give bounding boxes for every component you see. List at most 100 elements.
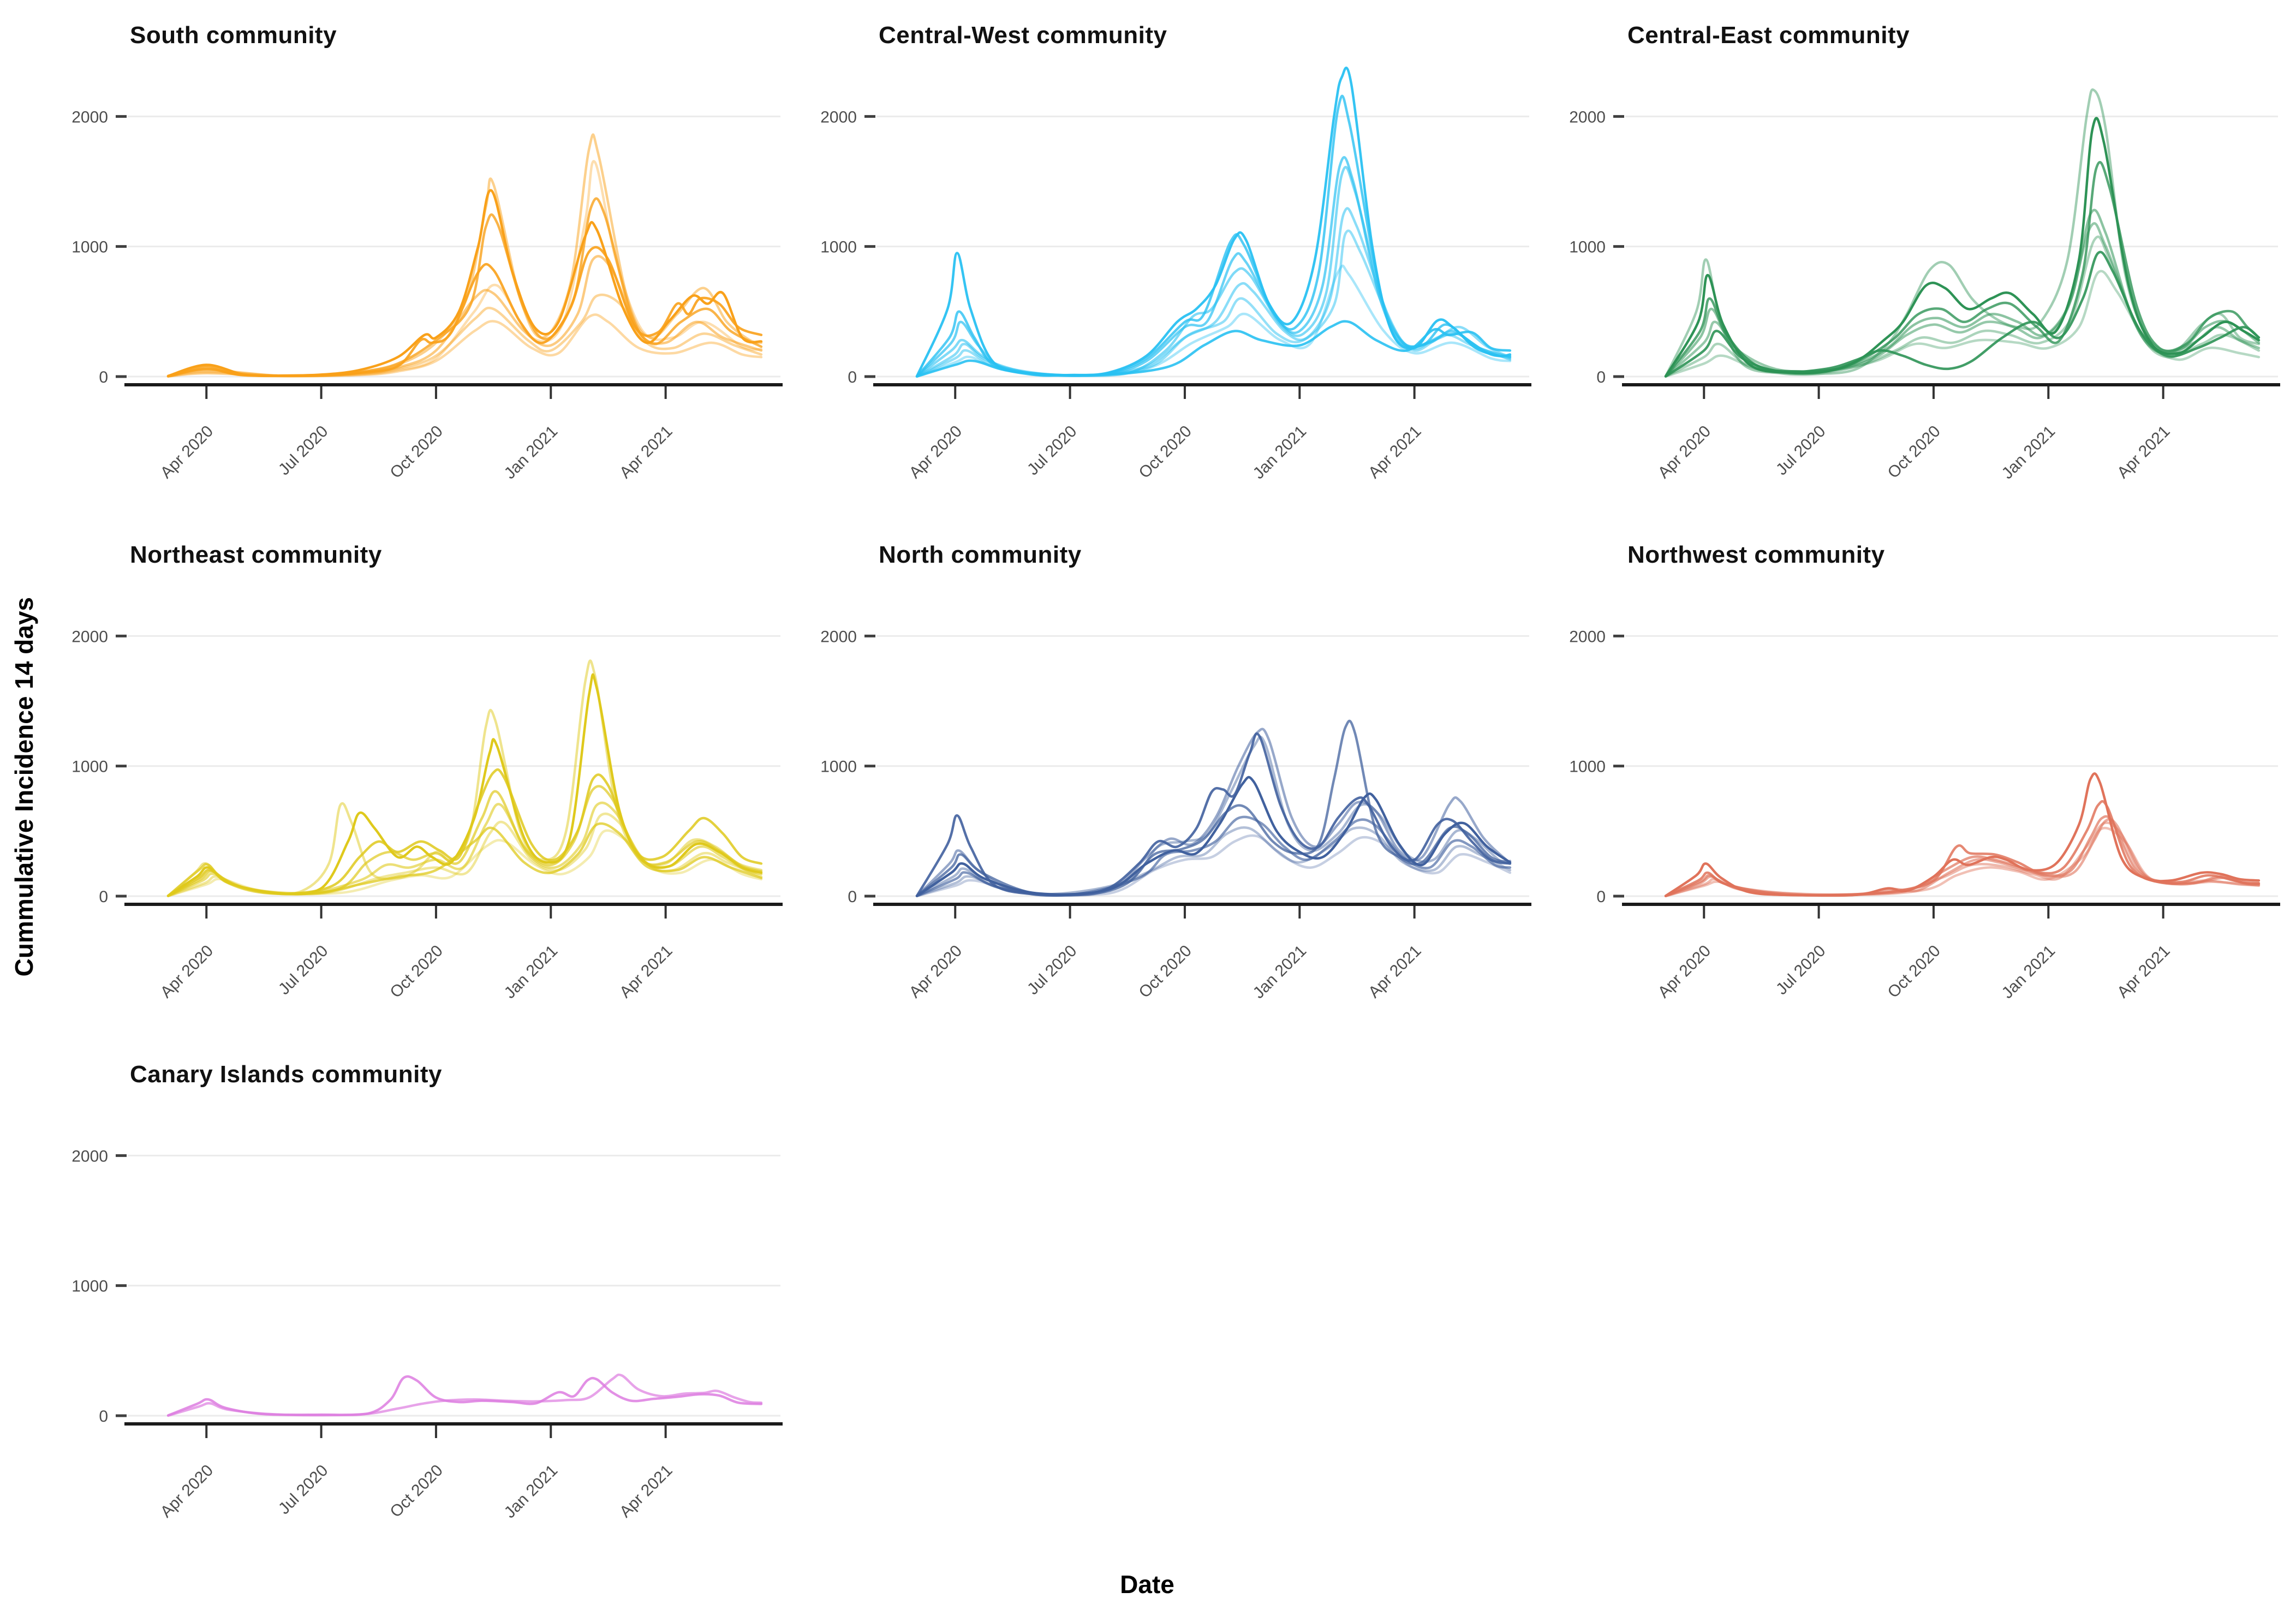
series-line [1664, 222, 2261, 378]
x-tick-label: Jan 2021 [501, 942, 562, 1003]
y-tick-label: 1000 [820, 238, 857, 257]
panel-plot-north: 0 1000 2000 Apr 2020 Jul 2020 Oct 2020 Jan 202… [820, 628, 1531, 1003]
series-line [1664, 235, 2261, 378]
y-tick-label: 0 [848, 888, 857, 906]
x-tick-label: Oct 2020 [386, 942, 446, 1001]
x-tick-label: Jan 2021 [1999, 422, 2059, 483]
x-tick-label: Oct 2020 [386, 1462, 446, 1521]
x-tick-label: Apr 2020 [157, 422, 217, 482]
series-line [915, 166, 1512, 378]
y-tick-label: 0 [99, 368, 108, 386]
series-line [915, 776, 1512, 897]
x-tick-label: Apr 2021 [2114, 942, 2173, 1001]
x-tick-label: Apr 2021 [2114, 422, 2173, 482]
panel-title: Central-West community [879, 22, 1167, 49]
x-axis-title-area: Date [0, 1566, 2294, 1619]
y-tick-label: 1000 [1569, 238, 1606, 257]
x-tick-label: Jul 2020 [275, 1462, 332, 1518]
y-tick-label: 2000 [1569, 628, 1606, 646]
x-tick-label: Jan 2021 [501, 1462, 562, 1522]
panel-plot-south: 0 1000 2000 Apr 2020 Jul 2020 Oct 2020 Jan 202… [71, 108, 783, 483]
series-line [915, 229, 1512, 378]
series-line [915, 815, 1512, 898]
panel-title: Northeast community [130, 541, 382, 568]
x-tick-label: Jan 2021 [1250, 422, 1310, 483]
series-line [1664, 208, 2261, 378]
x-tick-label: Apr 2021 [616, 1462, 676, 1521]
series-line [1664, 251, 2261, 378]
panel-canary-islands-community: Canary Islands community 0 1000 2000 Apr 20… [48, 1047, 797, 1566]
series-line [166, 197, 763, 378]
series-line [915, 67, 1512, 378]
x-tick-label: Apr 2020 [906, 942, 965, 1001]
x-tick-label: Apr 2021 [1365, 942, 1424, 1001]
series-line [166, 293, 763, 378]
series-line [1664, 270, 2261, 378]
series-line [915, 834, 1512, 898]
panel-northwest-community: Northwest community 0 1000 2000 Apr 2020 Jul… [1546, 527, 2294, 1047]
x-tick-label: Jul 2020 [1024, 422, 1081, 479]
x-axis-title: Date [1120, 1570, 1174, 1599]
x-tick-label: Apr 2021 [616, 942, 676, 1001]
panel-north-community: North community 0 1000 2000 Apr 2020 Jul 202… [797, 527, 1546, 1047]
panel-plot-canary-islands: 0 1000 2000 Apr 2020 Jul 2020 Oct 2020 Jan 202… [71, 1147, 783, 1522]
x-tick-label: Jul 2020 [1773, 942, 1829, 999]
x-tick-label: Jan 2021 [501, 422, 562, 483]
x-tick-label: Jan 2021 [1999, 942, 2059, 1003]
x-tick-label: Jul 2020 [275, 942, 332, 999]
y-tick-label: 0 [1596, 368, 1606, 386]
panel-central-east-community: Central-East community 0 1000 2000 Apr 2020… [1546, 8, 2294, 527]
panel-south-community: South community 0 1000 2000 Apr 2020 Jul 202… [48, 8, 797, 527]
x-tick-label: Oct 2020 [1135, 422, 1195, 482]
panel-title: Central-East community [1627, 22, 1910, 49]
series-line [166, 659, 763, 897]
y-tick-label: 1000 [820, 758, 857, 776]
y-axis-title-area: Cummulative Incidence 14 days [0, 8, 48, 1566]
x-tick-label: Jul 2020 [275, 422, 332, 479]
panel-northeast-community: Northeast community 0 1000 2000 Apr 2020 Jul… [48, 527, 797, 1047]
x-tick-label: Apr 2020 [1655, 422, 1714, 482]
x-tick-label: Apr 2020 [157, 942, 217, 1001]
series-line [1664, 800, 2261, 897]
x-tick-label: Apr 2021 [1365, 422, 1424, 482]
panel-title: Northwest community [1627, 541, 1885, 568]
y-tick-label: 1000 [1569, 758, 1606, 776]
series-line [915, 264, 1512, 378]
x-tick-label: Oct 2020 [1135, 942, 1195, 1001]
panel-title: North community [879, 541, 1082, 568]
x-tick-label: Oct 2020 [1884, 942, 1943, 1001]
series-line [915, 320, 1512, 378]
series-line [915, 826, 1512, 898]
panel-plot-central-east: 0 1000 2000 Apr 2020 Jul 2020 Oct 2020 Jan 202… [1569, 88, 2280, 483]
series-line [166, 255, 763, 378]
panel-title: Canary Islands community [130, 1061, 442, 1088]
y-tick-label: 2000 [820, 628, 857, 646]
y-tick-label: 2000 [1569, 108, 1606, 126]
y-tick-label: 0 [99, 888, 108, 906]
panel-title: South community [130, 22, 337, 49]
x-tick-label: Jan 2021 [1250, 942, 1310, 1003]
y-tick-label: 2000 [71, 108, 108, 126]
y-tick-label: 2000 [71, 628, 108, 646]
panel-central-west-community: Central-West community 0 1000 2000 Apr 2020… [797, 8, 1546, 527]
y-tick-label: 1000 [71, 1278, 108, 1296]
x-tick-label: Oct 2020 [386, 422, 446, 482]
panel-plot-northeast: 0 1000 2000 Apr 2020 Jul 2020 Oct 2020 Jan 202… [71, 628, 783, 1003]
y-tick-label: 2000 [820, 108, 857, 126]
panel-plot-central-west: 0 1000 2000 Apr 2020 Jul 2020 Oct 2020 Jan 202… [820, 67, 1531, 483]
series-line [166, 768, 763, 897]
series-line [1664, 772, 2261, 897]
y-tick-label: 0 [1596, 888, 1606, 906]
series-line [166, 160, 763, 378]
x-tick-label: Apr 2020 [1655, 942, 1714, 1001]
series-line [1664, 821, 2261, 898]
y-axis-title: Cummulative Incidence 14 days [10, 597, 38, 977]
x-tick-label: Apr 2020 [906, 422, 965, 482]
y-tick-label: 0 [848, 368, 857, 386]
y-tick-label: 1000 [71, 238, 108, 257]
x-tick-label: Jul 2020 [1024, 942, 1081, 999]
panel-plot-northwest: 0 1000 2000 Apr 2020 Jul 2020 Oct 2020 Jan 202… [1569, 628, 2280, 1003]
series-line [1664, 826, 2261, 898]
x-tick-label: Apr 2020 [157, 1462, 217, 1521]
series-line [166, 673, 763, 897]
